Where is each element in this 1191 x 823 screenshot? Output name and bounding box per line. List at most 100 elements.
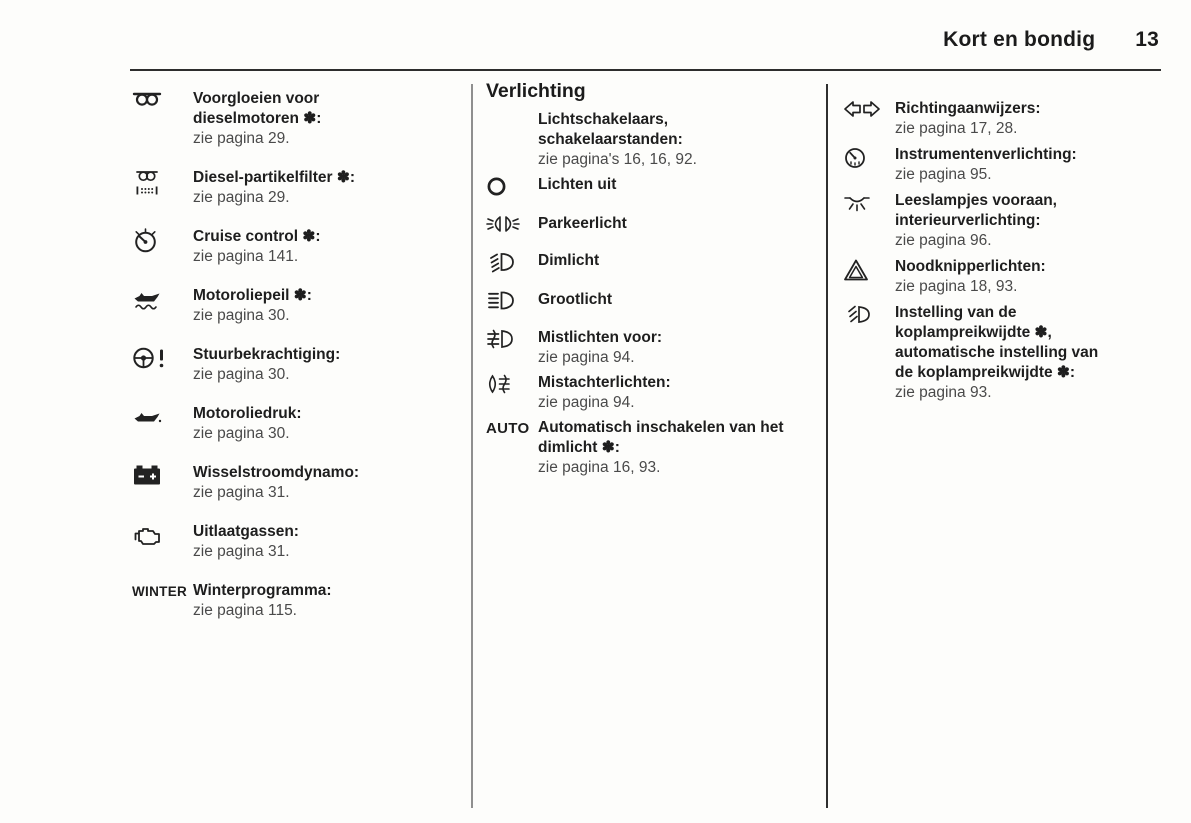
manual-entry: AUTO Automatisch inschakelen van het dimli… [486,418,826,478]
entry-page-ref: zie pagina 30. [193,425,290,442]
entry-page-ref: zie pagina 29. [193,130,290,147]
entry-text: Instelling van de koplampreikwijdte ✽, aut… [895,303,1175,403]
right-column: Richtingaanwijzers: zie pagina 17, 28. Ins… [843,99,1175,409]
manual-entry: Voorgloeien voor dieselmotoren ✽: zie pagi… [132,89,470,149]
manual-entry: Cruise control ✽: zie pagina 141. [132,227,470,267]
engine-oil-pressure-icon [132,404,193,429]
manual-entry: Wisselstroomdynamo: zie pagina 31. [132,463,470,503]
entry-title-line: Parkeerlicht [538,215,627,232]
manual-entry: WINTER Winterprogramma: zie pagina 115. [132,581,470,621]
entry-text: Noodknipperlichten: zie pagina 18, 93. [895,257,1175,297]
entry-title-line: Dimlicht [538,252,600,269]
entry-page-ref: zie pagina 115. [193,602,297,619]
page-number: 13 [1135,28,1159,51]
left-column: Voorgloeien voor dieselmotoren ✽: zie pagi… [132,89,470,640]
entry-page-ref: zie pagina 141. [193,248,299,265]
column-divider-right [826,84,828,808]
glow-plug-icon [132,89,193,112]
manual-entry: Noodknipperlichten: zie pagina 18, 93. [843,257,1175,297]
manual-entry: Instelling van de koplampreikwijdte ✽, aut… [843,303,1175,403]
battery-charge-icon [132,463,193,486]
parking-light-icon [486,214,538,233]
entry-text: Parkeerlicht [538,214,826,234]
entry-title-line: de koplampreikwijdte ✽: [895,364,1076,381]
entry-text: Voorgloeien voor dieselmotoren ✽: zie pagi… [193,89,470,149]
entry-title-line: Mistlichten voor: [538,329,663,346]
entry-title-line: Instelling van de [895,304,1017,321]
middle-column: Verlichting Lichtschakelaars, schakelaars… [486,79,826,483]
entry-title-line: interieurverlichting: [895,212,1041,229]
manual-entry: Grootlicht [486,290,826,311]
entry-title-line: Winterprogramma: [193,582,332,599]
manual-entry: Diesel-partikelfilter ✽: zie pagina 29. [132,168,470,208]
icon-spacer [486,110,538,111]
hazard-warning-icon [843,257,895,282]
auto-text-symbol: AUTO [486,418,538,438]
entry-title-line: Stuurbekrachtiging: [193,346,341,363]
entry-title-line: Mistachterlichten: [538,374,671,391]
entry-title-line: Motoroliepeil ✽: [193,287,312,304]
manual-entry: Lichtschakelaars, schakelaarstanden: zie p… [486,110,826,170]
entry-title-line: Uitlaatgassen: [193,523,299,540]
entry-page-ref: zie pagina 29. [193,189,290,206]
entry-title-line: Richtingaanwijzers: [895,100,1041,117]
entry-text: Mistachterlichten: zie pagina 94. [538,373,826,413]
entry-page-ref: zie pagina 18, 93. [895,278,1018,295]
entry-page-ref: zie pagina 31. [193,543,290,560]
engine-oil-level-icon [132,286,193,311]
entry-text: Winterprogramma: zie pagina 115. [193,581,470,621]
lights-off-icon [486,175,538,197]
entry-title-line: Automatisch inschakelen van het [538,419,784,436]
entry-title-line: Noodknipperlichten: [895,258,1046,275]
manual-entry: Uitlaatgassen: zie pagina 31. [132,522,470,562]
entry-title-line: koplampreikwijdte ✽, [895,324,1052,341]
entry-text: Motoroliedruk: zie pagina 30. [193,404,470,444]
entry-page-ref: zie pagina 94. [538,394,635,411]
entry-title-line: Lichtschakelaars, [538,111,669,128]
entry-page-ref: zie pagina 30. [193,366,290,383]
entry-title-line: Grootlicht [538,291,613,308]
entry-page-ref: zie pagina 93. [895,384,992,401]
manual-entry: Instrumentenverlichting: zie pagina 95. [843,145,1175,185]
entry-title-line: schakelaarstanden: [538,131,683,148]
entry-page-ref: zie pagina's 16, 16, 92. [538,151,697,168]
entry-title-line: Motoroliedruk: [193,405,302,422]
entry-text: Wisselstroomdynamo: zie pagina 31. [193,463,470,503]
chapter-title: Kort en bondig [943,28,1096,51]
manual-entry: Mistlichten voor: zie pagina 94. [486,328,826,368]
entry-title-line: Leeslampjes vooraan, [895,192,1057,209]
entry-page-ref: zie pagina 30. [193,307,290,324]
manual-entry: Motoroliepeil ✽: zie pagina 30. [132,286,470,326]
manual-entry: Motoroliedruk: zie pagina 30. [132,404,470,444]
manual-entry: Stuurbekrachtiging: zie pagina 30. [132,345,470,385]
middle-column-entries: Lichtschakelaars, schakelaarstanden: zie p… [486,110,826,478]
entry-page-ref: zie pagina 17, 28. [895,120,1018,137]
entry-title-line: Lichten uit [538,176,617,193]
entry-title-line: Cruise control ✽: [193,228,321,245]
diesel-particulate-filter-icon [132,168,193,196]
headlamp-leveling-icon [843,303,895,325]
winter-text-symbol: WINTER [132,581,193,601]
engine-exhaust-icon [132,522,193,547]
page-header: Kort en bondig 13 [943,28,1159,52]
front-fog-light-icon [486,328,538,350]
rear-fog-light-icon [486,373,538,395]
symbol-text: AUTO [486,420,530,437]
manual-entry: Leeslampjes vooraan, interieurverlichting… [843,191,1175,251]
section-heading: Verlichting [486,80,586,102]
instrument-lighting-icon [843,145,895,170]
entry-text: Lichtschakelaars, schakelaarstanden: zie p… [538,110,826,170]
entry-text: Stuurbekrachtiging: zie pagina 30. [193,345,470,385]
entry-text: Leeslampjes vooraan, interieurverlichting… [895,191,1175,251]
high-beam-icon [486,290,538,311]
manual-entry: Richtingaanwijzers: zie pagina 17, 28. [843,99,1175,139]
entry-title-line: Instrumentenverlichting: [895,146,1077,163]
entry-page-ref: zie pagina 95. [895,166,992,183]
turn-signal-icon [843,99,895,118]
entry-title-line: Wisselstroomdynamo: [193,464,360,481]
cruise-control-icon [132,227,193,254]
manual-entry: Dimlicht [486,251,826,273]
entry-text: Uitlaatgassen: zie pagina 31. [193,522,470,562]
power-steering-icon [132,345,193,370]
entry-text: Diesel-partikelfilter ✽: zie pagina 29. [193,168,470,208]
